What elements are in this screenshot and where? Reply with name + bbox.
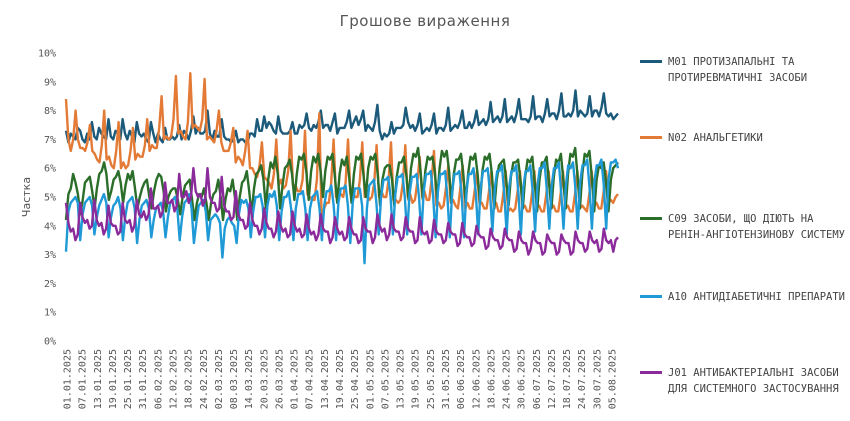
legend-swatch-j01 [640, 371, 662, 374]
x-tick-label: 06.06.2025 [456, 349, 467, 409]
x-tick-label: 07.05.2025 [380, 349, 391, 409]
x-tick-label: 25.04.2025 [350, 349, 361, 409]
legend-item-a10: A10 АНТИДІАБЕТИЧНІ ПРЕПАРАТИ [640, 289, 850, 305]
x-tick-label: 19.04.2025 [335, 349, 346, 409]
y-tick-label: 1% [44, 308, 56, 319]
x-tick-label: 30.07.2025 [592, 349, 603, 409]
x-tick-label: 19.01.2025 [108, 349, 119, 409]
x-tick-label: 24.02.2025 [199, 349, 210, 409]
y-axis-label: Частка [20, 177, 33, 217]
x-tick-label: 18.02.2025 [184, 349, 195, 409]
series-line-1 [64, 71, 619, 225]
legend-item-m01: M01 ПРОТИЗАПАЛЬНІ ТА ПРОТИРЕВМАТИЧНІ ЗАС… [640, 54, 850, 86]
series-lines [64, 71, 620, 265]
y-tick-label: 6% [44, 164, 56, 175]
y-tick-label: 2% [44, 279, 56, 290]
y-tick-label: 8% [44, 106, 56, 117]
x-tick-label: 14.03.2025 [244, 349, 255, 409]
x-tick-label: 31.01.2025 [138, 349, 149, 409]
chart-title: Грошове вираження [340, 12, 511, 30]
x-tick-label: 13.05.2025 [396, 349, 407, 409]
x-tick-label: 26.03.2025 [274, 349, 285, 409]
legend-item-c09: C09 ЗАСОБИ, ЩО ДІЮТЬ НА РЕНІН-АНГІОТЕНЗИ… [640, 211, 850, 243]
x-tick-label: 01.04.2025 [290, 349, 301, 409]
y-tick-label: 9% [44, 77, 56, 88]
y-tick-label: 5% [44, 193, 56, 204]
x-tick-label: 01.01.2025 [63, 349, 74, 409]
x-tick-label: 13.04.2025 [320, 349, 331, 409]
x-tick-label: 01.05.2025 [365, 349, 376, 409]
x-tick-label: 07.04.2025 [305, 349, 316, 409]
x-axis-ticks: 01.01.2025 07.01.2025 13.01.2025 19.01.2025… [63, 349, 619, 409]
x-tick-label: 25.01.2025 [123, 349, 134, 409]
y-axis-ticks: 0% 1% 2% 3% 4% 5% 6% 7% 8% 9% 10% [38, 49, 56, 348]
x-tick-label: 12.07.2025 [547, 349, 558, 409]
x-tick-label: 12.06.2025 [471, 349, 482, 409]
x-tick-label: 31.05.2025 [441, 349, 452, 409]
x-tick-label: 12.02.2025 [168, 349, 179, 409]
x-tick-label: 18.06.2025 [486, 349, 497, 409]
x-tick-label: 24.06.2025 [502, 349, 513, 409]
y-tick-label: 10% [38, 49, 56, 60]
x-tick-label: 13.01.2025 [93, 349, 104, 409]
legend-swatch-m01 [640, 60, 662, 63]
x-tick-label: 05.08.2025 [608, 349, 619, 409]
x-tick-label: 06.07.2025 [532, 349, 543, 409]
y-tick-label: 0% [44, 337, 56, 348]
legend-label-a10: A10 АНТИДІАБЕТИЧНІ ПРЕПАРАТИ [668, 291, 846, 303]
x-tick-label: 07.01.2025 [78, 349, 89, 409]
x-tick-label: 02.03.2025 [214, 349, 225, 409]
y-tick-label: 4% [44, 221, 56, 232]
x-tick-label: 30.06.2025 [517, 349, 528, 409]
legend-label-n02: N02 АНАЛЬГЕТИКИ [668, 132, 763, 144]
legend: M01 ПРОТИЗАПАЛЬНІ ТА ПРОТИРЕВМАТИЧНІ ЗАС… [640, 0, 850, 421]
x-tick-label: 24.07.2025 [577, 349, 588, 409]
legend-item-j01: J01 АНТИБАКТЕРІАЛЬНІ ЗАСОБИ ДЛЯ СИСТЕМНО… [640, 365, 850, 397]
x-tick-label: 20.03.2025 [259, 349, 270, 409]
y-tick-label: 3% [44, 250, 56, 261]
legend-item-n02: N02 АНАЛЬГЕТИКИ [640, 130, 850, 146]
legend-label-c09: C09 ЗАСОБИ, ЩО ДІЮТЬ НА РЕНІН-АНГІОТЕНЗИ… [668, 213, 846, 241]
series-line-4 [64, 166, 619, 256]
y-tick-label: 7% [44, 135, 56, 146]
legend-swatch-a10 [640, 295, 662, 298]
x-tick-label: 08.03.2025 [229, 349, 240, 409]
legend-swatch-c09 [640, 217, 662, 220]
legend-label-m01: M01 ПРОТИЗАПАЛЬНІ ТА ПРОТИРЕВМАТИЧНІ ЗАС… [668, 56, 808, 84]
x-tick-label: 06.02.2025 [153, 349, 164, 409]
x-tick-label: 19.05.2025 [411, 349, 422, 409]
x-tick-label: 18.07.2025 [562, 349, 573, 409]
x-tick-label: 25.05.2025 [426, 349, 437, 409]
legend-label-j01: J01 АНТИБАКТЕРІАЛЬНІ ЗАСОБИ ДЛЯ СИСТЕМНО… [668, 367, 839, 395]
legend-swatch-n02 [640, 136, 662, 139]
